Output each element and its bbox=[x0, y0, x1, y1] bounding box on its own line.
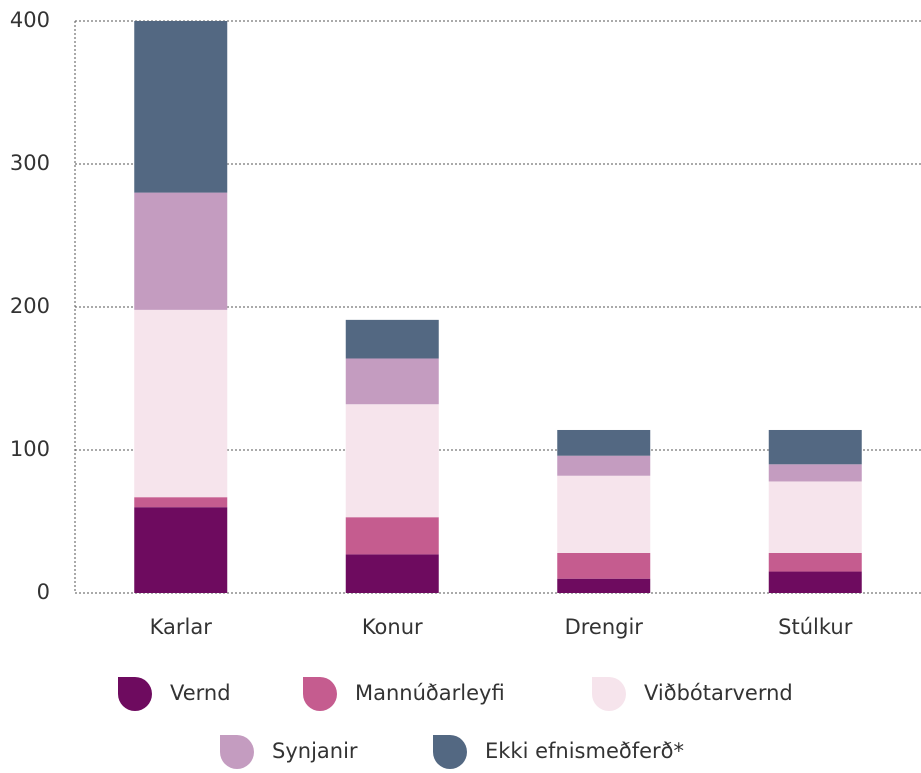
bar-segment bbox=[557, 578, 651, 593]
bar-segment bbox=[134, 21, 228, 193]
y-tick-label: 400 bbox=[10, 8, 50, 32]
bar-segment bbox=[134, 507, 228, 593]
bar-segment bbox=[768, 481, 862, 553]
bar-segment bbox=[345, 517, 439, 555]
bar-segment bbox=[557, 552, 651, 579]
bar-segment bbox=[557, 429, 651, 456]
bar-segment bbox=[345, 358, 439, 405]
y-tick-label: 0 bbox=[37, 580, 50, 604]
y-tick-label: 300 bbox=[10, 151, 50, 175]
bar-segment bbox=[557, 475, 651, 553]
bar-segment bbox=[345, 404, 439, 518]
legend-marker bbox=[220, 735, 254, 769]
x-tick-label: Karlar bbox=[150, 615, 213, 639]
bar-segment bbox=[768, 464, 862, 482]
legend-marker bbox=[433, 735, 467, 769]
y-tick-label: 100 bbox=[10, 437, 50, 461]
y-tick-label: 200 bbox=[10, 294, 50, 318]
legend-label: Viðbótarvernd bbox=[644, 681, 793, 705]
legend-marker bbox=[303, 677, 337, 711]
bar-segment bbox=[134, 192, 228, 310]
bar-segment bbox=[134, 309, 228, 498]
legend-marker bbox=[118, 677, 152, 711]
legend-marker bbox=[592, 677, 626, 711]
legend-label: Ekki efnismeðferð* bbox=[485, 739, 684, 763]
bar-segment bbox=[134, 497, 228, 508]
bar-segment bbox=[768, 552, 862, 572]
bar-segment bbox=[768, 429, 862, 465]
bar-segment bbox=[768, 571, 862, 593]
legend-label: Mannúðarleyfi bbox=[355, 681, 505, 705]
bar-segment bbox=[345, 554, 439, 593]
legend-label: Synjanir bbox=[272, 739, 358, 763]
x-tick-label: Drengir bbox=[565, 615, 644, 639]
x-tick-label: Konur bbox=[362, 615, 423, 639]
bar-segment bbox=[557, 455, 651, 476]
bar-segment bbox=[345, 319, 439, 359]
legend-label: Vernd bbox=[170, 681, 231, 705]
x-tick-label: Stúlkur bbox=[778, 615, 853, 639]
